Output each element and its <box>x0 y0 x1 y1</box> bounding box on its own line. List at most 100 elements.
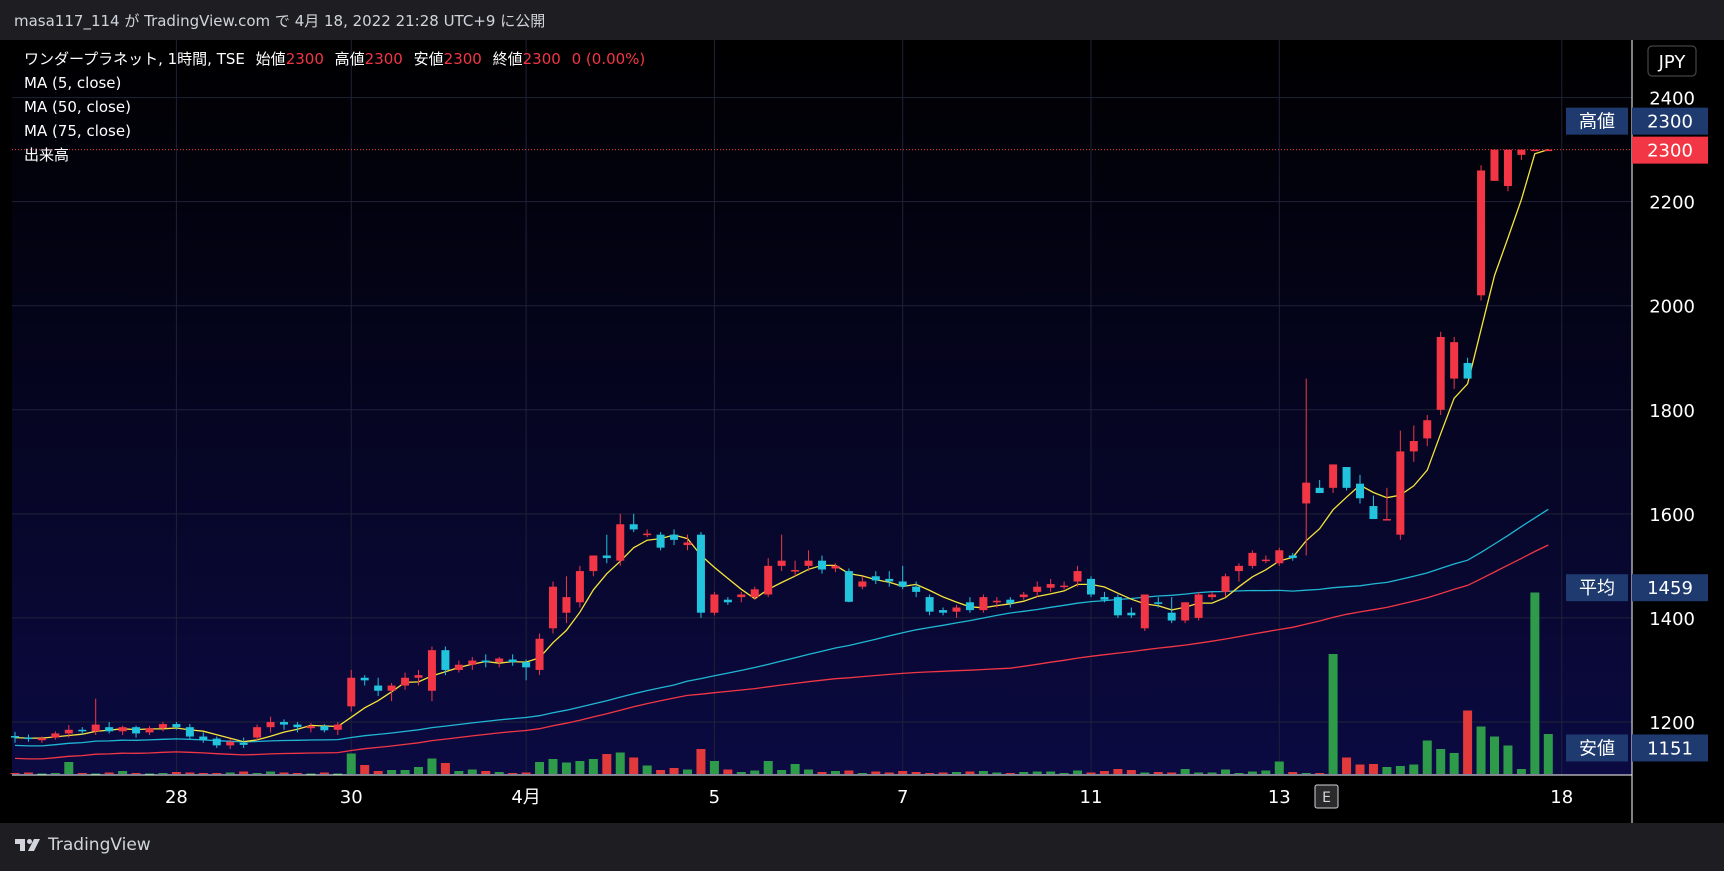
candle-body <box>1436 336 1445 410</box>
candle-body <box>1450 342 1459 379</box>
candle-body <box>172 724 181 728</box>
volume-bar <box>804 769 814 774</box>
volume-bars <box>10 592 1553 775</box>
candle-body <box>683 542 692 546</box>
candle-body <box>629 524 638 530</box>
price-label-box <box>1632 107 1708 135</box>
candle-body <box>952 607 961 612</box>
candle-body <box>1356 483 1364 499</box>
volume-bar <box>992 772 1002 774</box>
volume-bar <box>575 761 585 774</box>
volume-bar <box>1436 749 1446 774</box>
volume-bar <box>212 773 222 774</box>
candle-body <box>831 565 840 569</box>
candle-body <box>1060 585 1069 588</box>
volume-bar <box>1261 770 1271 774</box>
volume-bar <box>427 758 437 774</box>
ma75-line <box>14 544 1549 760</box>
volume-bar <box>1113 769 1123 774</box>
volume-bar <box>508 773 518 774</box>
candle-body <box>1517 149 1526 155</box>
volume-bar <box>1422 740 1432 774</box>
candle-body <box>1046 584 1055 588</box>
brand-name: TradingView <box>48 835 151 855</box>
candle-body <box>1113 597 1122 616</box>
tradingview-brand[interactable]: TradingView <box>14 835 151 855</box>
candle-body <box>37 738 46 741</box>
candle-body <box>1100 597 1109 600</box>
volume-bar <box>1530 592 1540 774</box>
price-label-value: 2300 <box>1647 112 1693 133</box>
candle-body <box>602 555 611 559</box>
volume-bar <box>1395 766 1405 774</box>
volume-bar <box>252 773 262 774</box>
volume-bar <box>548 759 558 774</box>
volume-bar <box>481 771 491 774</box>
candle-body <box>764 565 773 595</box>
candle-body <box>522 662 531 668</box>
price-tick-label: 1200 <box>1649 713 1695 734</box>
volume-bar <box>414 767 423 774</box>
footer-bar: TradingView <box>0 823 1724 871</box>
publish-line: masa117_114 が TradingView.com で 4月 18, 2… <box>14 12 546 30</box>
volume-bar <box>37 773 47 775</box>
candle-body <box>871 576 880 581</box>
currency-label: JPY <box>1658 52 1687 73</box>
candle-body <box>1087 578 1095 595</box>
candle-body <box>441 650 450 670</box>
candle-body <box>1490 149 1499 181</box>
volume-bar <box>1449 753 1459 774</box>
volume-bar <box>1221 769 1230 774</box>
candle-body <box>481 660 490 663</box>
candle-body <box>239 742 248 745</box>
price-label-box <box>1632 734 1708 762</box>
candle-body <box>212 738 221 746</box>
candle-body <box>64 729 73 734</box>
volume-bar <box>911 772 921 774</box>
price-tick-label: 1600 <box>1649 505 1695 526</box>
volume-bar <box>91 773 101 775</box>
candle-body <box>306 726 315 729</box>
candle-body <box>333 724 342 730</box>
volume-bar <box>844 770 854 774</box>
volume-bar <box>346 753 356 774</box>
candle-body <box>1261 559 1270 562</box>
time-tick-label: 7 <box>897 787 908 808</box>
volume-bar <box>696 749 706 774</box>
volume-bar <box>750 770 760 774</box>
volume-bar <box>185 772 195 774</box>
candle-body <box>589 555 598 572</box>
volume-bar <box>1463 710 1473 774</box>
volume-bar <box>830 771 840 774</box>
chart-frame[interactable]: E 1200 1400 1600 1800 2000 2200 2400 JPY 2300 高値 23… <box>0 40 1724 823</box>
candle-body <box>737 594 746 598</box>
price-tick-label: 1800 <box>1649 401 1695 422</box>
candle-body <box>105 727 114 732</box>
currency-badge <box>1647 45 1697 77</box>
volume-bar <box>319 772 329 774</box>
volume-bar <box>1059 773 1069 774</box>
candlestick-chart[interactable]: E 1200 1400 1600 1800 2000 2200 2400 JPY 2300 高値 23… <box>0 40 1724 823</box>
candle-body <box>401 677 410 686</box>
volume-bar <box>1247 771 1257 774</box>
volume-bar <box>266 771 276 774</box>
candle-body <box>750 589 759 598</box>
candle-body <box>454 664 463 670</box>
candle-body <box>158 724 167 729</box>
candle-body <box>939 610 948 613</box>
earnings-marker: E <box>1314 784 1339 809</box>
candle-body <box>11 736 19 738</box>
volume-bar <box>1301 773 1311 774</box>
volume-bar <box>440 763 450 774</box>
candle-body <box>1329 464 1338 488</box>
volume-bar <box>615 752 625 774</box>
volume-bar <box>306 773 316 775</box>
volume-bar <box>683 769 692 774</box>
volume-bar <box>898 771 908 774</box>
volume-bar <box>1180 769 1190 774</box>
volume-bar <box>77 773 87 774</box>
volume-bar <box>50 773 60 774</box>
candle-body <box>616 524 625 561</box>
candle-body <box>696 534 705 613</box>
volume-bar <box>1490 736 1499 774</box>
